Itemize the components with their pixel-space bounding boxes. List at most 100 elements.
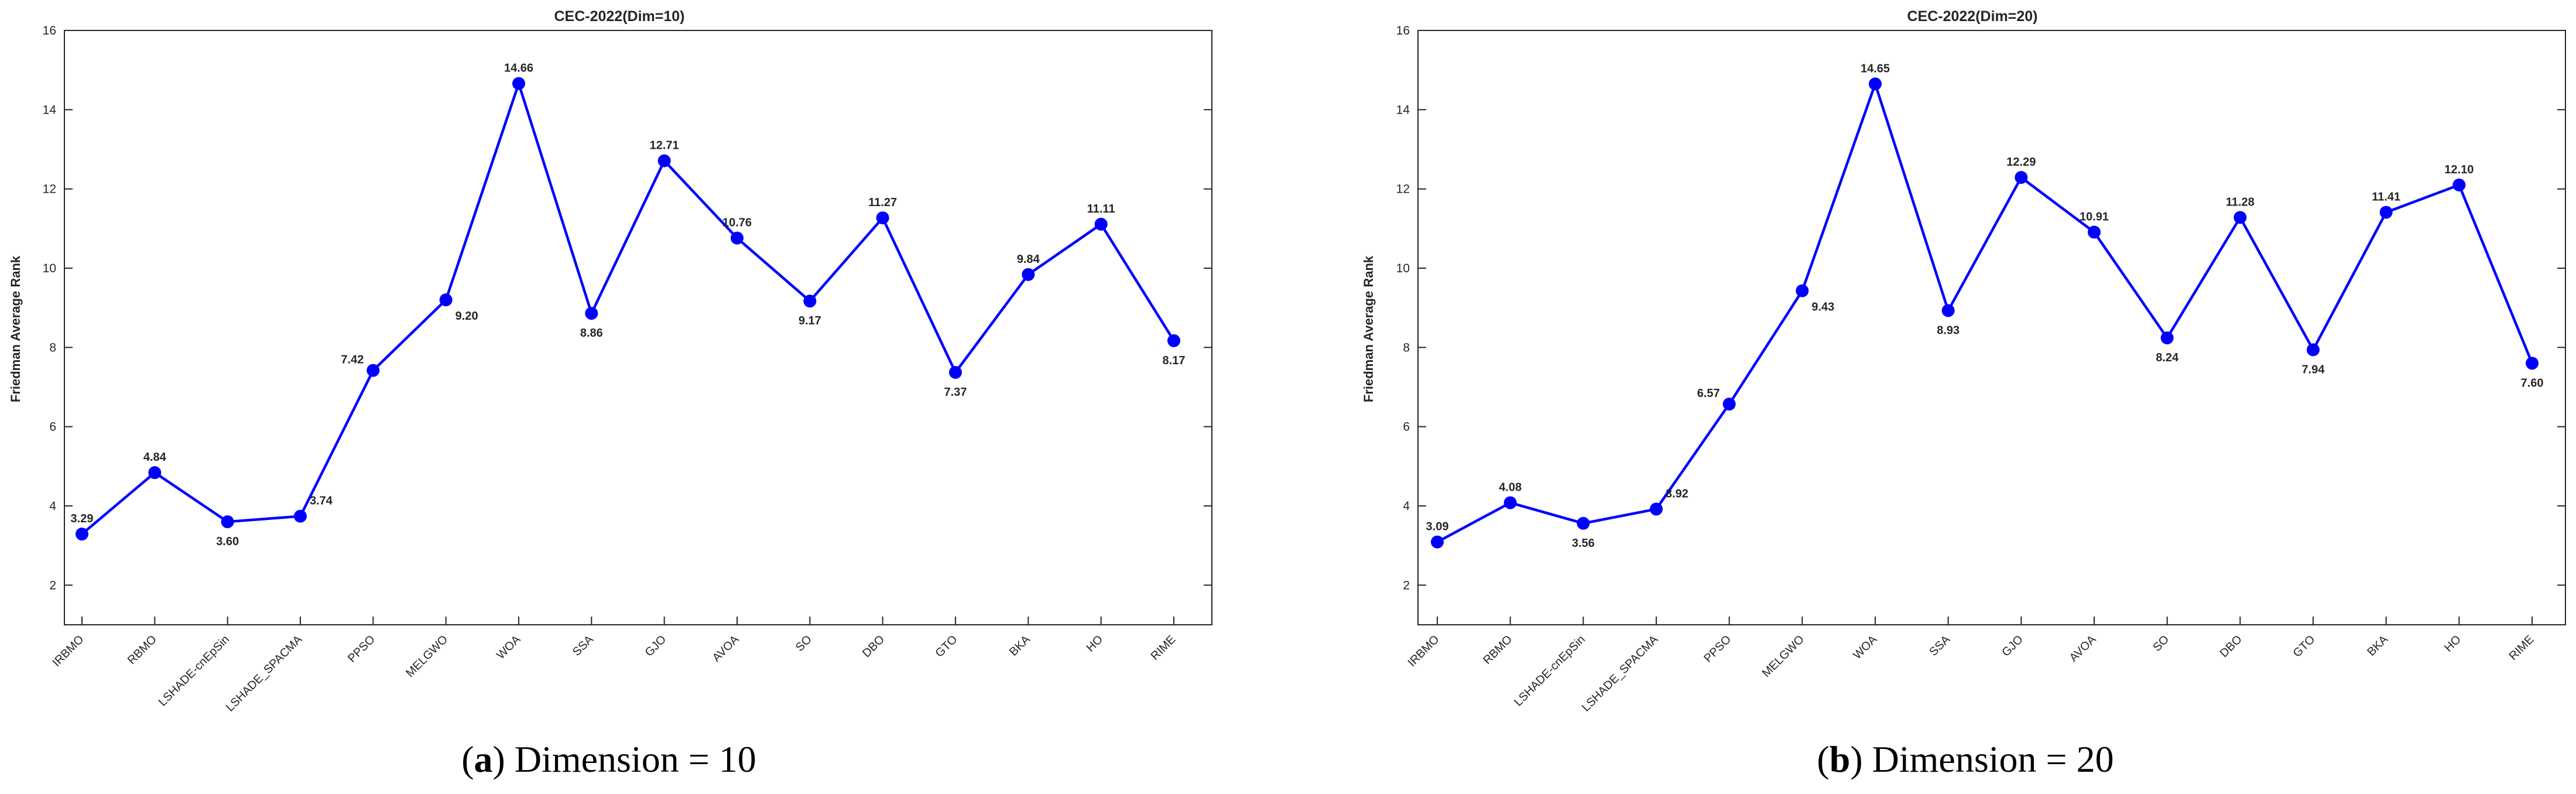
chart-panel-a: CEC-2022(Dim=10) Friedman Average Rank 2…	[8, 8, 1212, 714]
data-label: 8.17	[1163, 354, 1186, 367]
data-label: 3.56	[1572, 537, 1595, 550]
x-tick-label: MELGWO	[1760, 633, 1807, 680]
x-tick-label: RBMO	[125, 633, 159, 667]
data-point	[1431, 535, 1444, 549]
x-tick-label: PPSO	[345, 633, 378, 665]
data-label: 8.24	[2156, 351, 2179, 364]
data-point	[1577, 516, 1590, 530]
data-label: 12.71	[650, 139, 679, 152]
data-label: 8.86	[580, 327, 603, 340]
data-label: 7.37	[944, 386, 967, 399]
x-tick-label: IRBMO	[50, 633, 87, 669]
x-tick-label: AVOA	[2067, 633, 2099, 665]
x-tick-label: HO	[2442, 633, 2464, 655]
data-point	[439, 293, 453, 307]
data-label: 12.29	[2006, 156, 2036, 169]
y-tick-label: 16	[1396, 24, 1410, 37]
x-tick-label: SSA	[1927, 633, 1952, 659]
x-tick-label: RBMO	[1481, 633, 1515, 667]
series-line-b	[1436, 83, 2534, 543]
x-tick-label: PPSO	[1701, 633, 1734, 665]
x-tick-label: BKA	[1007, 633, 1033, 659]
data-labels-b: 3.09 4.08 3.56 3.92 6.57 9.43 14.65 8.93 12.29 10…	[1426, 62, 2544, 549]
data-point	[2379, 206, 2393, 219]
data-point	[1094, 217, 1108, 231]
data-point	[294, 509, 307, 523]
data-point	[585, 307, 598, 320]
caption-b-text: ) Dimension = 20	[1850, 738, 2113, 780]
x-tick-label: MELGWO	[403, 633, 450, 680]
data-point	[1167, 334, 1180, 347]
data-label: 6.57	[1697, 387, 1720, 400]
data-point	[1722, 398, 1736, 411]
data-label: 9.20	[455, 310, 478, 323]
y-tick-label: 8	[1403, 341, 1410, 354]
y-tick-label: 6	[1403, 420, 1410, 434]
data-label: 7.94	[2302, 363, 2325, 376]
y-tick-label: 10	[43, 262, 56, 275]
x-tick-label: GJO	[643, 633, 669, 659]
plot-frame-b	[1417, 30, 2566, 625]
data-label: 9.84	[1017, 253, 1040, 266]
x-tick-label: DBO	[2218, 633, 2245, 660]
x-tick-label: SO	[2150, 633, 2171, 654]
x-tick-label: AVOA	[710, 633, 742, 665]
data-label: 9.43	[1811, 301, 1834, 314]
y-tick-label: 16	[43, 24, 56, 37]
data-point	[1941, 304, 1955, 317]
data-point	[2452, 178, 2466, 191]
data-point	[803, 295, 817, 308]
x-tick-label: HO	[1084, 633, 1105, 655]
x-tick-label: GTO	[933, 633, 960, 660]
x-tick-label: IRBMO	[1406, 633, 1442, 669]
caption-a: (a) Dimension = 10	[461, 738, 756, 780]
data-label: 7.42	[341, 354, 364, 367]
y-tick-label: 2	[1403, 579, 1410, 592]
data-label: 11.11	[1087, 203, 1115, 215]
x-tick-label: GJO	[1999, 633, 2026, 659]
data-label: 3.74	[310, 495, 333, 508]
data-label: 10.91	[2080, 210, 2109, 223]
data-points-b	[1431, 77, 2539, 549]
y-tick-label: 10	[1396, 262, 1410, 275]
data-labels-a: 3.29 4.84 3.60 3.74 7.42 9.20 14.66 8.86 12.71 10…	[71, 62, 1186, 548]
data-label: 3.92	[1666, 487, 1688, 500]
data-label: 8.93	[1937, 324, 1960, 337]
data-label: 10.76	[722, 217, 752, 230]
data-point	[2088, 225, 2101, 239]
caption-b-letter: b	[1830, 738, 1851, 780]
data-label: 12.10	[2444, 163, 2474, 176]
data-label: 11.41	[2372, 191, 2400, 204]
data-point	[2160, 331, 2174, 345]
caption-b: (b) Dimension = 20	[1817, 738, 2113, 780]
chart-panel-b: CEC-2022(Dim=20) Friedman Average Rank 2…	[1361, 8, 2566, 714]
x-tick-label: WOA	[1851, 633, 1880, 662]
data-point	[949, 365, 962, 379]
x-tick-label: LSHADE_SPACMA	[1580, 633, 1661, 714]
y-axis-label-a: Friedman Average Rank	[8, 255, 23, 402]
x-tick-label: LSHADE_SPACMA	[224, 633, 305, 714]
x-tick-label: SO	[793, 633, 814, 654]
x-tick-label: WOA	[494, 633, 523, 662]
data-point	[76, 528, 88, 541]
x-tick-label: RIME	[2507, 633, 2537, 663]
y-axis-label-b: Friedman Average Rank	[1361, 255, 1376, 402]
series-line-a	[81, 82, 1175, 535]
y-tick-label: 12	[1396, 183, 1410, 196]
y-tick-label: 2	[49, 579, 56, 592]
plot-frame-a	[64, 30, 1212, 625]
data-label: 3.09	[1426, 521, 1449, 533]
y-tick-label: 14	[1396, 103, 1410, 117]
data-point	[876, 211, 889, 225]
data-point	[221, 515, 234, 529]
data-point	[2307, 343, 2320, 357]
caption-a-letter: a	[474, 738, 493, 780]
data-point	[1503, 496, 1517, 509]
data-points-a	[76, 77, 1180, 541]
y-tick-label: 4	[49, 499, 56, 513]
caption-a-text: ) Dimension = 10	[493, 738, 756, 780]
y-tick-label: 6	[49, 420, 56, 434]
